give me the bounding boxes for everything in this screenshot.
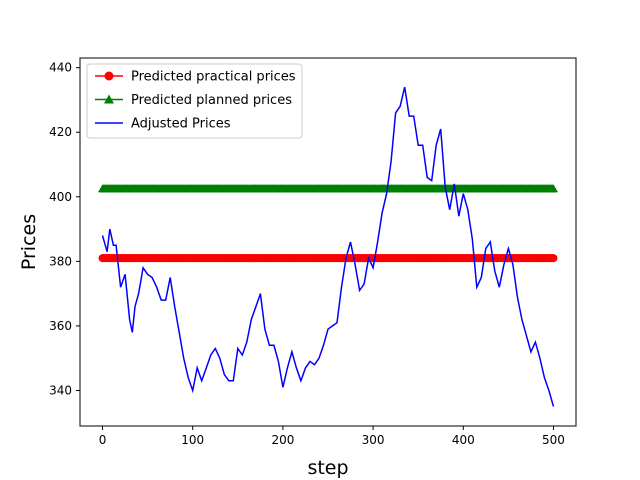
x-tick-label: 100 [181,433,204,447]
y-tick-label: 340 [49,383,72,397]
x-tick-label: 500 [542,433,565,447]
ticks-layer: 0 100 200 300 400 500 340 360 380 400 420 440 [49,61,565,447]
legend-label: Adjusted Prices [131,117,231,132]
y-tick-label: 400 [49,190,72,204]
legend-marker [104,94,114,104]
legend-box [86,63,303,139]
legend: Predicted practical prices Predicted plan… [86,63,303,139]
legend-entry: Predicted practical prices [95,70,296,85]
data-point [548,184,558,193]
y-tick-label: 420 [49,125,72,139]
legend-entry: Adjusted Prices [95,117,231,132]
legend-entry: Predicted planned prices [95,93,292,108]
axes-frame [79,57,577,427]
y-tick-label: 360 [49,319,72,333]
legend-label: Predicted planned prices [131,93,292,108]
x-tick-label: 200 [271,433,294,447]
legend-marker [104,71,114,81]
y-tick-label: 380 [49,254,72,268]
y-axis-label: Prices [18,214,40,270]
series-0 [98,254,558,263]
x-tick-label: 400 [452,433,475,447]
series-line-adjusted-prices [101,86,555,407]
legend-label: Predicted practical prices [131,70,296,85]
y-tick-label: 440 [49,61,72,75]
x-tick-label: 300 [362,433,385,447]
data-point [549,254,558,263]
x-axis-label: step [307,457,348,479]
plot-layer [98,86,558,407]
series-1 [98,184,558,193]
x-tick-label: 0 [99,433,107,447]
